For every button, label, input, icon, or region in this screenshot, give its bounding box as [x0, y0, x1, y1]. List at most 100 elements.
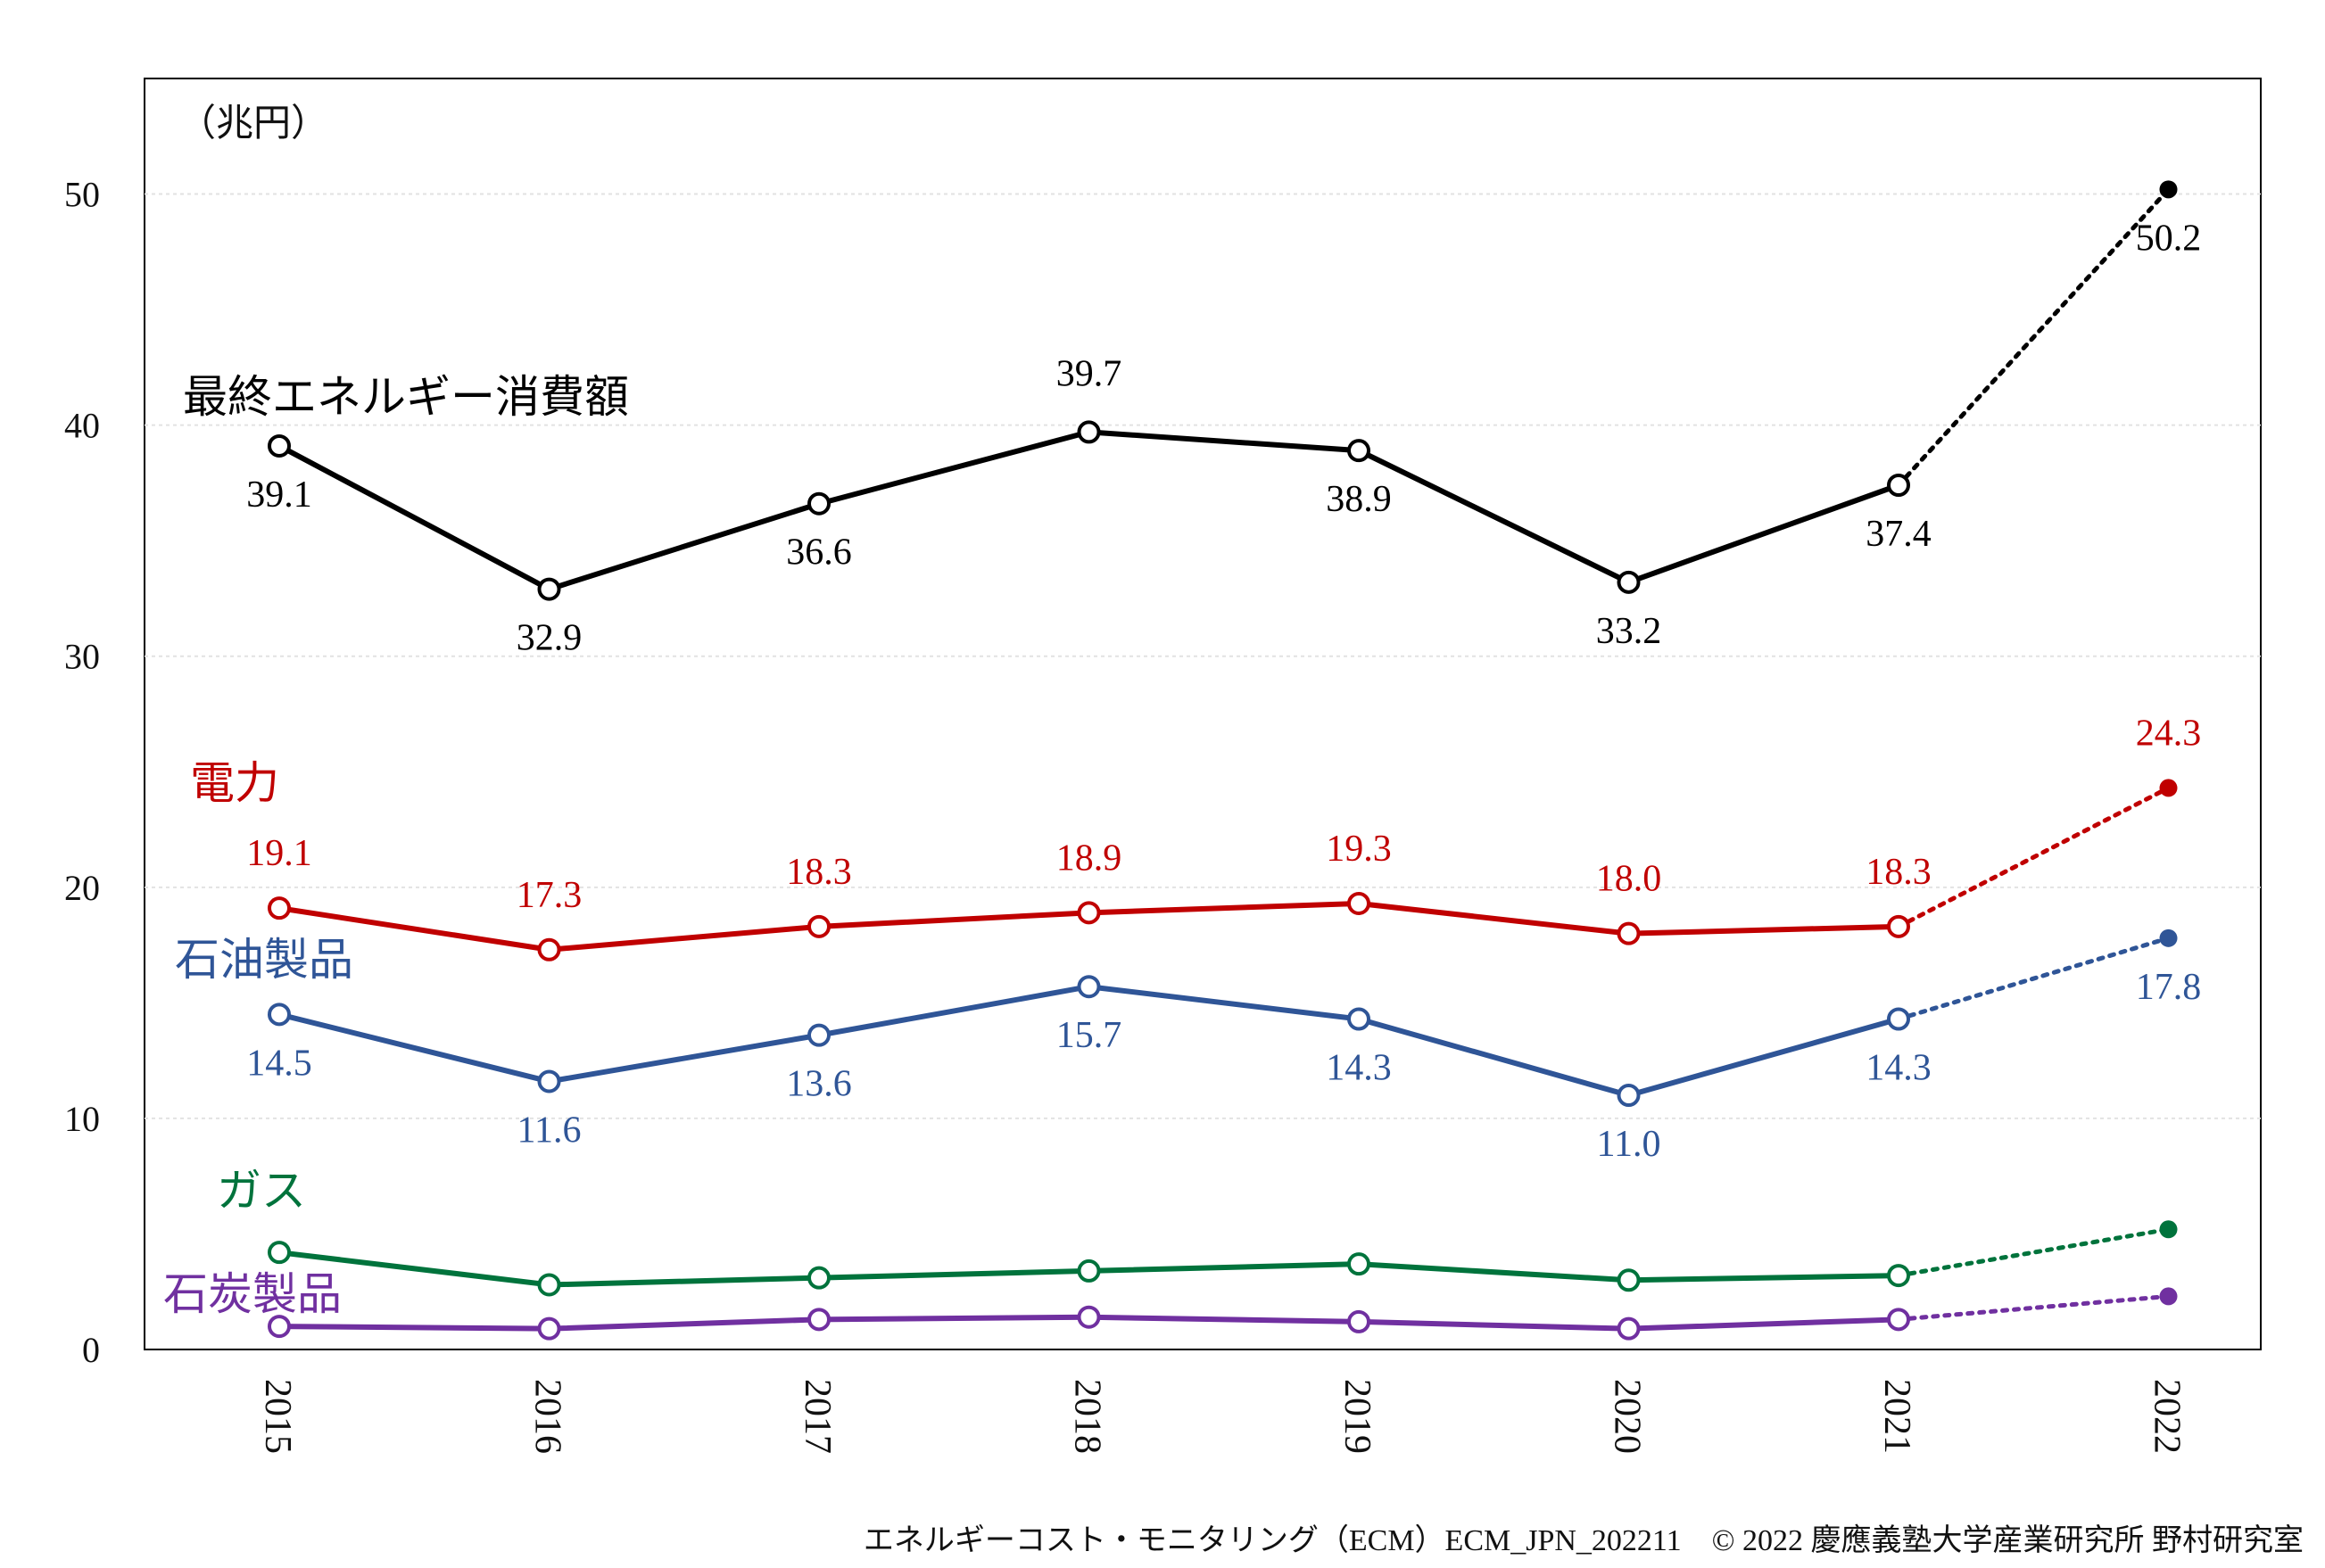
series-5: 石炭製品 — [163, 1268, 2178, 1341]
series-projection-line — [1896, 1293, 2171, 1322]
series-1: 39.1 32.9 36.6 39.7 38.9 33.2 37.4 50.2 最終エネルギー消… — [183, 180, 2202, 659]
series-3: 14.5 11.6 13.6 15.7 14.3 11.0 14.3 17.8 石油製品 — [175, 928, 2202, 1165]
data-point — [807, 1266, 831, 1290]
data-point-projected — [2159, 1220, 2178, 1239]
data-point — [1617, 921, 1641, 945]
data-point — [1347, 1007, 1370, 1031]
data-point — [1347, 1252, 1370, 1276]
data-point — [537, 1316, 561, 1341]
data-label: 24.3 — [2136, 713, 2202, 754]
data-label: 39.1 — [246, 475, 312, 516]
data-label: 14.5 — [246, 1043, 312, 1084]
series-projection-line — [1896, 936, 2171, 1021]
data-point — [1887, 1264, 1910, 1288]
data-point — [268, 433, 291, 458]
y-tick-label-20: 20 — [64, 868, 100, 908]
y-tick-label-30: 30 — [64, 637, 100, 677]
data-label: 38.9 — [1326, 479, 1392, 520]
y-tick-label-0: 0 — [82, 1330, 100, 1370]
x-tick-label-2016: 2016 — [527, 1379, 568, 1454]
data-label: 18.3 — [1866, 852, 1932, 893]
x-tick-label-2017: 2017 — [797, 1379, 838, 1454]
data-label: 14.3 — [1866, 1048, 1932, 1089]
data-label: 15.7 — [1056, 1015, 1122, 1056]
series-projection-line — [1896, 186, 2171, 488]
data-label: 39.7 — [1056, 353, 1122, 394]
data-point — [537, 1273, 561, 1297]
series-name-label: 電力 — [190, 757, 279, 809]
data-label: 37.4 — [1866, 514, 1932, 555]
y-tick-label-50: 50 — [64, 175, 100, 215]
y-tick-label-40: 40 — [64, 406, 100, 446]
data-point-projected — [2159, 180, 2178, 199]
data-label: 33.2 — [1596, 611, 1662, 652]
data-point — [1887, 1308, 1910, 1332]
series-projection-line — [1896, 1226, 2171, 1278]
data-point — [807, 1308, 831, 1332]
series-line — [277, 429, 1900, 592]
series-name-label: 石油製品 — [175, 934, 353, 986]
x-tick-label-2022: 2022 — [2147, 1379, 2188, 1454]
data-point — [1347, 891, 1370, 915]
data-point — [1887, 1007, 1910, 1031]
data-label: 14.3 — [1326, 1048, 1392, 1089]
data-label: 18.0 — [1596, 859, 1662, 900]
y-tick-label-10: 10 — [64, 1099, 100, 1139]
data-label: 32.9 — [517, 618, 583, 659]
data-label: 18.3 — [786, 852, 852, 893]
data-point — [1077, 901, 1101, 925]
data-point — [807, 491, 831, 516]
series-name-label: ガス — [217, 1165, 306, 1217]
series-name-label: 石炭製品 — [163, 1268, 342, 1320]
data-point — [1347, 1309, 1370, 1333]
data-point — [807, 914, 831, 938]
x-tick-label-2018: 2018 — [1067, 1379, 1108, 1454]
data-point — [1887, 474, 1910, 497]
data-label: 19.3 — [1326, 829, 1392, 870]
series-name-label: 最終エネルギー消費額 — [183, 371, 629, 423]
data-point — [268, 1315, 291, 1339]
data-point-projected — [2159, 779, 2178, 797]
grid-lines — [145, 193, 2261, 1119]
data-label: 13.6 — [786, 1064, 852, 1105]
data-point — [1617, 570, 1641, 594]
data-point — [1617, 1268, 1641, 1292]
data-point — [1347, 439, 1370, 463]
data-point — [1617, 1316, 1641, 1341]
x-tick-label-2020: 2020 — [1607, 1379, 1648, 1454]
data-label: 18.9 — [1056, 838, 1122, 879]
series-group: 39.1 32.9 36.6 39.7 38.9 33.2 37.4 50.2 最終エネルギー消… — [163, 180, 2202, 1341]
data-label: 11.6 — [517, 1110, 582, 1151]
data-label: 36.6 — [786, 532, 852, 574]
x-tick-label-2015: 2015 — [257, 1379, 298, 1454]
footer-credit: エネルギーコスト・モニタリング（ECM）ECM_JPN_202211 © 202… — [863, 1524, 2304, 1557]
plot-frame — [144, 78, 2262, 1350]
data-point — [1887, 914, 1910, 938]
data-point — [1077, 1305, 1101, 1329]
data-label: 17.8 — [2136, 967, 2202, 1008]
data-point — [537, 577, 561, 601]
x-tick-label-2019: 2019 — [1336, 1379, 1378, 1454]
y-axis: 0 10 20 30 40 50 — [64, 175, 100, 1370]
series-4: ガス — [217, 1165, 2178, 1297]
data-point — [537, 937, 561, 961]
data-point — [268, 1241, 291, 1265]
data-label: 50.2 — [2136, 218, 2202, 259]
data-point — [268, 896, 291, 920]
data-point-projected — [2159, 1287, 2178, 1306]
data-label: 17.3 — [517, 875, 583, 916]
data-point-projected — [2159, 928, 2178, 947]
data-point — [537, 1069, 561, 1093]
x-axis: 2015 2016 2017 2018 2019 2020 2021 2022 — [257, 1379, 2188, 1454]
x-tick-label-2021: 2021 — [1876, 1379, 1917, 1454]
data-label: 11.0 — [1597, 1124, 1661, 1165]
data-point — [1077, 420, 1101, 444]
data-point — [1077, 1259, 1101, 1283]
data-point — [1077, 975, 1101, 999]
series-projection-line — [1896, 785, 2171, 929]
data-point — [268, 1003, 291, 1027]
data-label: 19.1 — [246, 833, 312, 874]
unit-label: （兆円） — [178, 103, 328, 144]
data-point — [1617, 1084, 1641, 1107]
